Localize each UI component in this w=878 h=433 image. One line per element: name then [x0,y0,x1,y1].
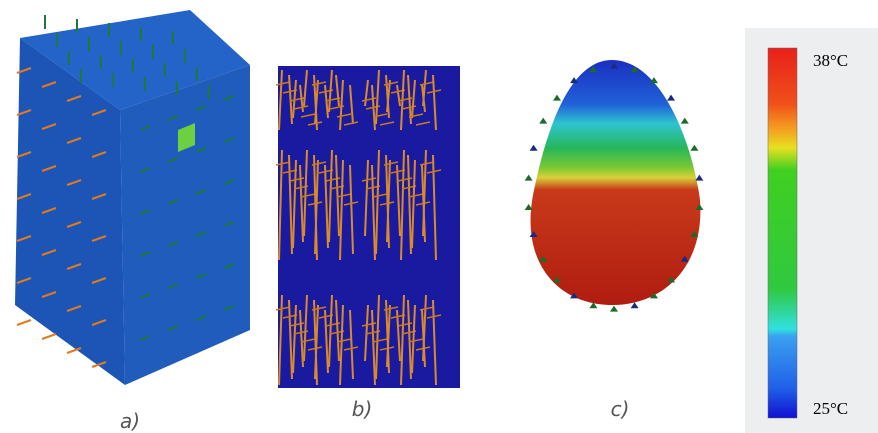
box-right [120,65,250,385]
panel-c [525,60,704,312]
panel-label: a) [120,409,140,433]
colorbar-panel: 38°C 25°C [745,28,878,433]
arrow [539,118,547,124]
arrow [530,145,538,151]
colorbar-bg [745,28,878,433]
panel-label: b) [352,397,373,421]
arrow [667,95,675,101]
colorbar-min: 25°C [813,399,848,418]
arrow [681,118,689,124]
arrow [42,334,56,339]
arrow [525,175,533,181]
arrow [610,306,618,312]
page: 38°C 25°C a) b) c) (() => { const data =… [0,0,878,433]
panel-b [276,66,460,388]
arrow [17,320,31,325]
panel-label: c) [611,397,630,421]
arrow [690,145,698,151]
colorbar [768,48,797,418]
arrow [553,95,561,101]
figure: 38°C 25°C a) b) c) [0,0,878,433]
colorbar-max: 38°C [813,51,848,70]
arrow [631,302,639,308]
panel-a [15,10,250,385]
arrow [695,175,703,181]
